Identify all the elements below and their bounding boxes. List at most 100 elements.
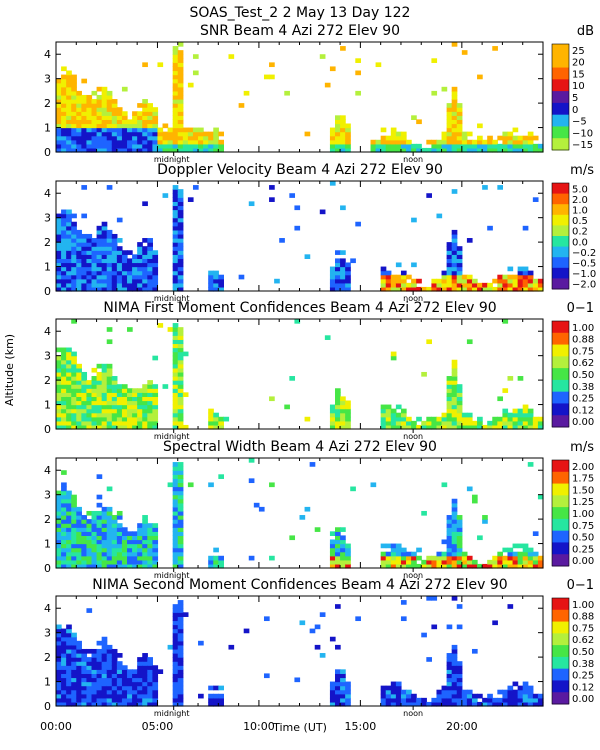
heatmap-cell	[132, 693, 138, 699]
heatmap-cell	[71, 404, 77, 410]
heatmap-cell	[152, 107, 159, 112]
heatmap-cell	[400, 697, 407, 703]
heatmap-cell	[81, 519, 88, 524]
heatmap-cell	[172, 197, 179, 202]
heatmap-cell	[127, 701, 133, 707]
heatmap-cell	[304, 131, 311, 137]
heatmap-cell	[177, 339, 184, 345]
heatmap-cell	[340, 270, 346, 276]
heatmap-cell	[329, 181, 336, 186]
heatmap-cell	[71, 498, 77, 504]
heatmap-cell	[157, 131, 164, 137]
heatmap-cell	[218, 420, 224, 426]
heatmap-cell	[421, 632, 427, 638]
heatmap-cell	[81, 404, 88, 410]
heatmap-cell	[56, 86, 62, 92]
heatmap-cell	[532, 416, 539, 422]
heatmap-cell	[71, 632, 77, 638]
heatmap-cell	[127, 123, 133, 129]
heatmap-cell	[177, 127, 184, 133]
heatmap-cell	[152, 143, 159, 149]
heatmap-cell	[446, 107, 453, 112]
heatmap-cell	[137, 404, 143, 410]
heatmap-cell	[527, 270, 534, 276]
heatmap-cell	[132, 286, 138, 292]
heatmap-cell	[86, 380, 93, 385]
heatmap-cell	[395, 559, 402, 565]
heatmap-cell	[182, 127, 189, 133]
heatmap-cell	[380, 270, 387, 276]
heatmap-cell	[466, 139, 473, 145]
heatmap-cell	[147, 551, 153, 557]
heatmap-cell	[502, 408, 509, 414]
heatmap-cell	[517, 135, 524, 141]
heatmap-cell	[116, 147, 123, 153]
heatmap-cell	[395, 543, 402, 549]
heatmap-cell	[213, 697, 219, 703]
heatmap-cell	[441, 539, 448, 545]
heatmap-cell	[441, 139, 448, 145]
heatmap-cell	[329, 270, 336, 276]
heatmap-cell	[172, 506, 179, 512]
heatmap-cell	[441, 482, 448, 488]
heatmap-cell	[329, 404, 336, 410]
heatmap-cell	[56, 238, 62, 243]
heatmap-cell	[81, 681, 88, 687]
heatmap-cell	[61, 258, 67, 264]
heatmap-cell	[350, 258, 356, 264]
heatmap-cell	[537, 555, 544, 561]
heatmap-cell	[451, 270, 458, 276]
heatmap-cell	[177, 213, 184, 219]
heatmap-cell	[96, 681, 103, 687]
heatmap-cell	[446, 527, 453, 532]
heatmap-cell	[345, 282, 351, 288]
heatmap-cell	[111, 527, 118, 532]
heatmap-cell	[101, 653, 108, 658]
heatmap-cell	[167, 147, 174, 153]
heatmap-cell	[61, 376, 67, 381]
heatmap-cell	[177, 408, 184, 414]
heatmap-cell	[461, 424, 468, 430]
heatmap-cell	[101, 644, 108, 650]
heatmap-cell	[537, 697, 544, 703]
heatmap-cell	[385, 693, 392, 699]
heatmap-cell	[91, 519, 98, 524]
heatmap-cell	[56, 359, 62, 365]
heatmap-cell	[152, 681, 159, 687]
heatmap-cell	[152, 119, 159, 125]
heatmap-cell	[152, 250, 159, 255]
heatmap-cell	[147, 107, 153, 112]
heatmap-cell	[451, 510, 458, 516]
colorbar-swatch	[552, 44, 569, 57]
colorbar-tick-label: 1.75	[572, 474, 594, 485]
heatmap-cell	[101, 420, 108, 426]
heatmap-cell	[142, 689, 148, 695]
panel-title: Spectral Width Beam 4 Azi 272 Elev 90	[163, 439, 437, 455]
heatmap-cell	[127, 131, 133, 137]
heatmap-cell	[101, 286, 108, 292]
heatmap-cell	[385, 555, 392, 561]
heatmap-cell	[471, 424, 478, 430]
heatmap-cell	[142, 62, 148, 68]
heatmap-cell	[127, 400, 133, 406]
heatmap-cell	[177, 620, 184, 626]
heatmap-cell	[106, 250, 113, 255]
heatmap-cell	[157, 135, 164, 141]
heatmap-cell	[132, 555, 138, 561]
colorbar-swatch	[552, 67, 569, 80]
heatmap-cell	[446, 131, 453, 137]
heatmap-cell	[213, 131, 219, 137]
heatmap-cell	[345, 143, 351, 149]
heatmap-cell	[340, 539, 346, 545]
heatmap-cell	[71, 416, 77, 422]
heatmap-cell	[456, 539, 463, 545]
heatmap-cell	[431, 424, 438, 430]
panel-2: Doppler Velocity Beam 4 Azi 272 Elev 90 m…	[44, 162, 596, 303]
heatmap-cell	[132, 531, 138, 536]
heatmap-cell	[446, 278, 453, 284]
heatmap-cell	[385, 282, 392, 288]
heatmap-cell	[289, 193, 296, 198]
heatmap-cell	[177, 498, 184, 504]
heatmap-cell	[86, 103, 93, 108]
